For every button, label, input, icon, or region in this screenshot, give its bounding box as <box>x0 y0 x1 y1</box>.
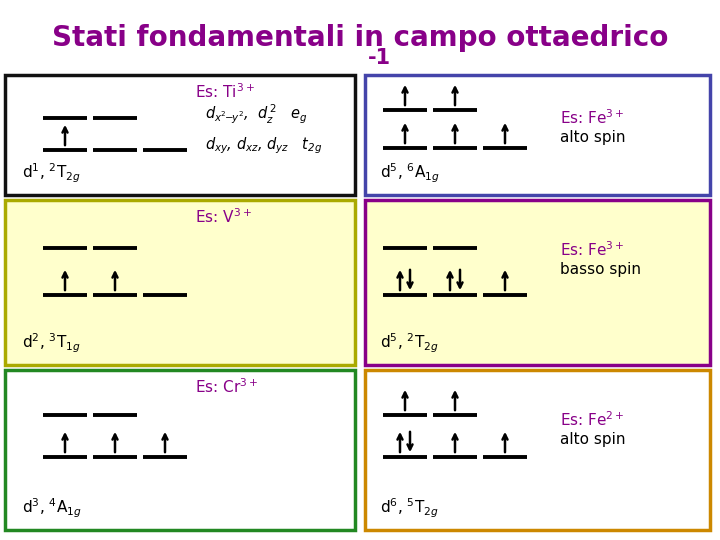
Text: alto spin: alto spin <box>560 130 626 145</box>
Text: Stati fondamentali in campo ottaedrico: Stati fondamentali in campo ottaedrico <box>52 24 668 52</box>
Text: d$^{6}$, $^{5}$T$_{2g}$: d$^{6}$, $^{5}$T$_{2g}$ <box>380 497 438 520</box>
FancyBboxPatch shape <box>365 200 710 365</box>
Text: Es: Cr$^{3+}$: Es: Cr$^{3+}$ <box>195 377 258 396</box>
Text: Es: Fe$^{3+}$: Es: Fe$^{3+}$ <box>560 108 624 127</box>
Text: $d_{x^2\!\!-\!\!y^2}$,  $d_z^{\,2}$   $\mathregular{e_g}$: $d_{x^2\!\!-\!\!y^2}$, $d_z^{\,2}$ $\mat… <box>205 103 307 126</box>
Text: basso spin: basso spin <box>560 262 641 277</box>
Text: $d_{xy}$, $d_{xz}$, $d_{yz}$   $\mathregular{t_{2g}}$: $d_{xy}$, $d_{xz}$, $d_{yz}$ $\mathregul… <box>205 136 323 156</box>
Text: Es: Fe$^{3+}$: Es: Fe$^{3+}$ <box>560 240 624 259</box>
Text: Es: Fe$^{2+}$: Es: Fe$^{2+}$ <box>560 410 624 429</box>
Text: Es: Ti$^{3+}$: Es: Ti$^{3+}$ <box>195 82 255 100</box>
FancyBboxPatch shape <box>5 370 355 530</box>
Text: alto spin: alto spin <box>560 432 626 447</box>
Text: -1: -1 <box>368 48 391 68</box>
Text: Es: V$^{3+}$: Es: V$^{3+}$ <box>195 207 252 226</box>
FancyBboxPatch shape <box>365 370 710 530</box>
Text: d$^{5}$, $^{6}$A$_{1g}$: d$^{5}$, $^{6}$A$_{1g}$ <box>380 161 440 185</box>
FancyBboxPatch shape <box>5 200 355 365</box>
Text: d$^{5}$, $^{2}$T$_{2g}$: d$^{5}$, $^{2}$T$_{2g}$ <box>380 332 438 355</box>
FancyBboxPatch shape <box>365 75 710 195</box>
Text: d$^{2}$, $^{3}$T$_{1g}$: d$^{2}$, $^{3}$T$_{1g}$ <box>22 332 81 355</box>
Text: d$^{3}$, $^{4}$A$_{1g}$: d$^{3}$, $^{4}$A$_{1g}$ <box>22 497 82 520</box>
Text: d$^{1}$, $^{2}$T$_{2g}$: d$^{1}$, $^{2}$T$_{2g}$ <box>22 161 81 185</box>
FancyBboxPatch shape <box>5 75 355 195</box>
